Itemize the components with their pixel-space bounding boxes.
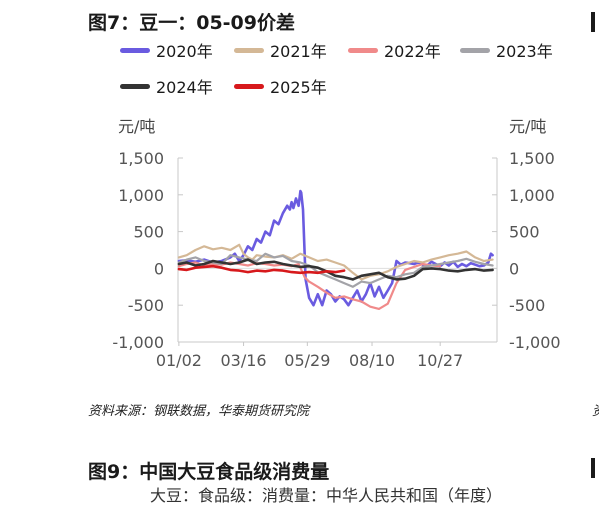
- y-tick-label-left: 500: [133, 223, 164, 242]
- y-tick-label-left: -1,000: [112, 333, 164, 352]
- y-tick-label-left: 0: [154, 259, 164, 278]
- legend-item: 2023年: [460, 38, 553, 62]
- legend-item: 2022年: [348, 38, 460, 62]
- legend-row-1: 2020年 2021年 2022年 2023年: [120, 38, 553, 62]
- y-tick-label-left: 1,500: [118, 149, 164, 168]
- series-line-4: [177, 252, 494, 288]
- legend-swatch: [234, 47, 264, 53]
- y-tick-label-right: -1,000: [509, 333, 561, 352]
- legend-swatch: [348, 47, 378, 53]
- x-tick-label: 08/10: [349, 351, 395, 370]
- y-tick-label-right: 0: [509, 259, 519, 278]
- y-tick-label-right: 1,500: [509, 149, 555, 168]
- y-tick-label-left: -500: [128, 296, 164, 315]
- legend-label: 2025年: [270, 78, 327, 97]
- legend-row-2: 2024年 2025年: [120, 74, 327, 98]
- source-note: 资料来源：钢联数据，华泰期货研究院: [88, 404, 310, 419]
- x-tick-label: 05/29: [284, 351, 330, 370]
- ticks-layer: -1,000 -1,000 -500 -500 0 0 500 500 1,000 1,000 1,…: [112, 149, 560, 370]
- axes-layer: [177, 158, 498, 343]
- next-figure-title: 图9：中国大豆食品级消费量: [88, 461, 330, 483]
- legend-swatch: [234, 83, 264, 89]
- legend-label: 2021年: [270, 42, 327, 61]
- spread-line-chart: 元/吨 元/吨 -1,000 -1,000 -500 -500 0 0 500 500 1,00…: [112, 117, 560, 370]
- y-axis-unit-left: 元/吨: [118, 117, 155, 136]
- series-line-3: [177, 261, 442, 310]
- legend-label: 2022年: [384, 42, 441, 61]
- legend-item: 2025年: [234, 74, 327, 98]
- legend-item: 2021年: [234, 38, 348, 62]
- legend-label: 2024年: [156, 78, 213, 97]
- legend-swatch: [120, 83, 150, 89]
- y-axis-unit-right: 元/吨: [509, 117, 546, 136]
- y-tick-label-right: -500: [509, 296, 545, 315]
- series-line-5: [177, 258, 494, 281]
- series-line-2: [177, 243, 494, 281]
- legend-swatch: [120, 47, 150, 53]
- figure-title: 图7：豆一：05-09价差: [88, 12, 295, 34]
- right-edge-title-bar: [591, 458, 595, 478]
- next-figure-subtitle: 大豆：食品级：消费量：中华人民共和国（年度）: [150, 486, 503, 505]
- legend-label: 2023年: [496, 42, 553, 61]
- legend-label: 2020年: [156, 42, 213, 61]
- x-tick-label: 01/02: [156, 351, 202, 370]
- legend-item: 2020年: [120, 38, 234, 62]
- y-tick-label-left: 1,000: [118, 186, 164, 205]
- y-tick-label-right: 1,000: [509, 186, 555, 205]
- series-line-6: [177, 264, 346, 275]
- legend-swatch: [460, 47, 490, 53]
- right-edge-title-bar: [591, 12, 595, 32]
- legend-item: 2024年: [120, 74, 234, 98]
- series-layer: [177, 189, 494, 310]
- x-tick-label: 03/16: [220, 351, 266, 370]
- right-edge-partial-text: 资: [592, 400, 599, 419]
- y-tick-label-right: 500: [509, 223, 540, 242]
- x-tick-label: 10/27: [417, 351, 463, 370]
